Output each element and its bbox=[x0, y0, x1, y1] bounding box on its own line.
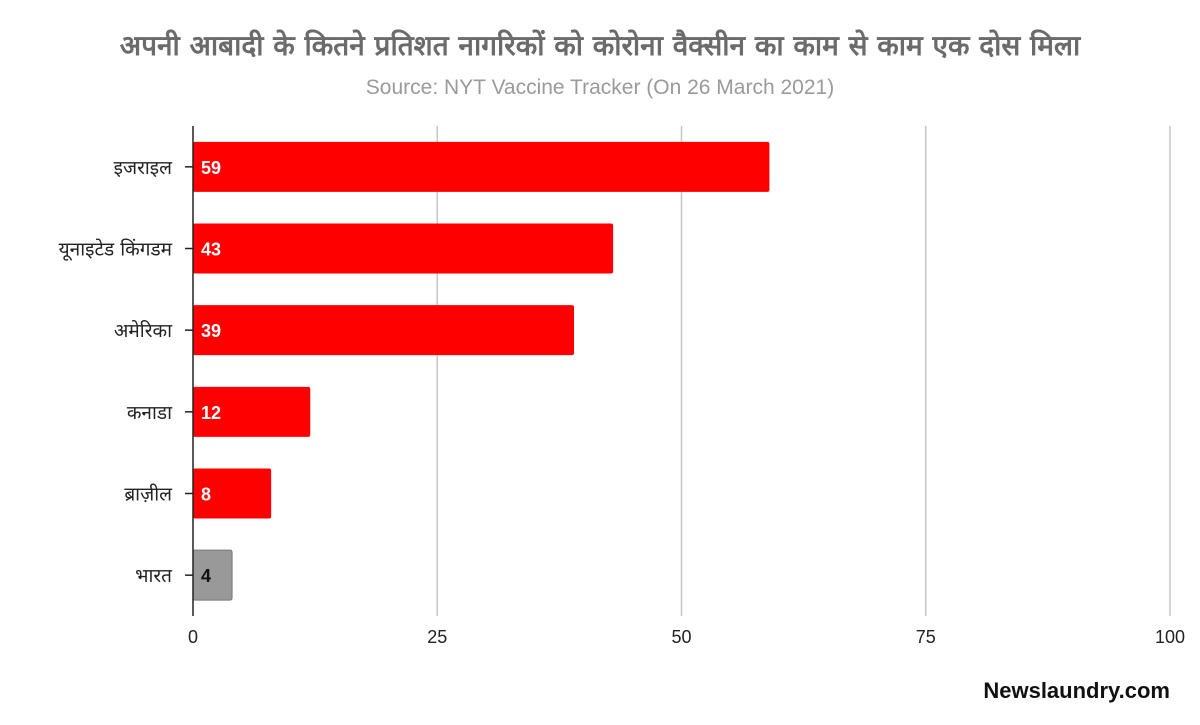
category-label: इजराइल bbox=[114, 157, 173, 179]
chart-title: अपनी आबादी के कितने प्रतिशत नागरिकों को … bbox=[119, 29, 1081, 62]
data-label: 43 bbox=[201, 240, 221, 260]
bar bbox=[193, 223, 614, 274]
x-tick-label: 50 bbox=[671, 627, 691, 647]
x-tick-label: 25 bbox=[427, 627, 447, 647]
category-label: ब्राज़ील bbox=[124, 483, 173, 506]
data-label: 4 bbox=[201, 566, 211, 586]
bar bbox=[192, 549, 233, 601]
data-label: 59 bbox=[201, 158, 221, 178]
category-label: कनाडा bbox=[127, 402, 173, 424]
bar bbox=[193, 468, 272, 519]
bar bbox=[193, 305, 575, 356]
bar bbox=[193, 386, 311, 437]
x-tick-label: 100 bbox=[1155, 627, 1185, 647]
bar bbox=[193, 141, 770, 192]
data-label: 8 bbox=[201, 485, 211, 505]
brand-logo: Newslaundry.com bbox=[983, 678, 1170, 703]
category-label: यूनाइटेड किंगडम bbox=[59, 238, 173, 262]
x-tick-label: 75 bbox=[916, 627, 936, 647]
chart-subtitle: Source: NYT Vaccine Tracker (On 26 March… bbox=[365, 76, 835, 99]
category-label: भारत bbox=[135, 565, 173, 587]
data-label: 12 bbox=[201, 403, 221, 423]
category-label: अमेरिका bbox=[114, 319, 173, 342]
data-label: 39 bbox=[201, 321, 221, 341]
x-tick-label: 0 bbox=[188, 627, 198, 647]
